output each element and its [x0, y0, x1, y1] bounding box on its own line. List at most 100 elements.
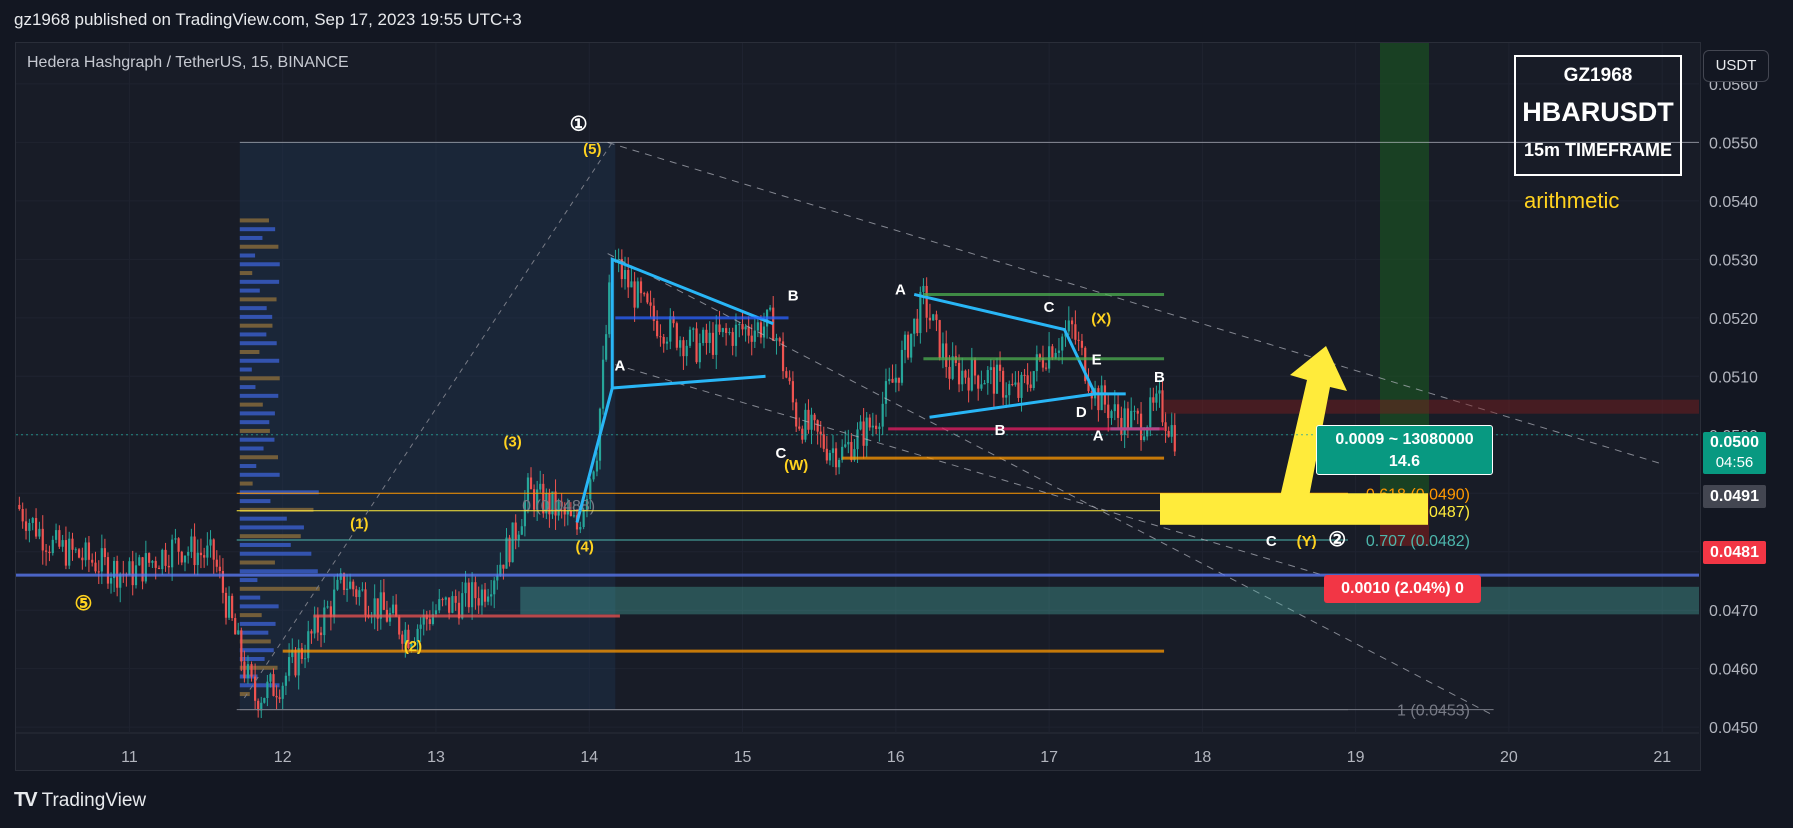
- volume-profile-bar: [239, 656, 265, 661]
- candle-body: [785, 371, 788, 378]
- volume-profile-bar: [239, 464, 257, 469]
- candle-body: [551, 491, 554, 515]
- candle-body: [741, 324, 744, 330]
- wave-label: A: [1093, 428, 1104, 445]
- candle-body: [932, 314, 935, 321]
- candle-body: [838, 459, 841, 468]
- candle-body: [401, 634, 404, 644]
- candle-body: [708, 332, 711, 343]
- candle-body: [284, 675, 287, 686]
- position-info-box[interactable]: 0.0009 ~ 13080000 14.6: [1316, 425, 1493, 475]
- candle-body: [260, 702, 263, 711]
- candle-body: [721, 328, 724, 333]
- candle-body: [316, 615, 319, 633]
- volume-profile-bar: [239, 297, 277, 302]
- candle-body: [986, 370, 989, 383]
- candle-body: [413, 641, 416, 644]
- candle-body: [1173, 425, 1176, 452]
- candle-body: [532, 489, 536, 510]
- candle-body: [894, 377, 897, 383]
- volume-profile-bar: [239, 551, 312, 556]
- symbol-title[interactable]: Hedera Hashgraph / TetherUS, 15, BINANCE: [27, 54, 349, 71]
- candle-body: [928, 317, 932, 321]
- candle-body: [1087, 381, 1090, 392]
- candle-body: [734, 324, 738, 346]
- candle-body: [992, 367, 996, 394]
- candle-body: [187, 551, 190, 556]
- candle-body: [300, 648, 303, 659]
- candle-body: [702, 329, 705, 344]
- wave-line: [929, 392, 1096, 419]
- wave-label: (4): [575, 539, 593, 556]
- candle-body: [948, 366, 951, 379]
- y-tick-label: 0.0510: [1709, 369, 1758, 386]
- candle-body: [903, 334, 907, 350]
- wave-line: [612, 374, 766, 390]
- candle-body: [769, 307, 772, 310]
- candle-body: [1080, 340, 1084, 348]
- candle-body: [781, 341, 785, 372]
- candle-body: [1100, 385, 1103, 411]
- candle-body: [71, 538, 74, 550]
- volume-profile-bar: [239, 586, 320, 591]
- candle-body: [620, 258, 623, 280]
- candle-body: [1061, 336, 1064, 351]
- position-line-2: 14.6: [1388, 453, 1421, 470]
- candle-body: [672, 316, 675, 324]
- candle-body: [938, 320, 941, 359]
- position-line-1: 0.0009 ~ 13080000: [1335, 431, 1474, 448]
- candle-body: [1097, 388, 1100, 411]
- wave-label: (1): [350, 515, 368, 532]
- volume-profile-bar: [239, 341, 277, 346]
- candle-body: [224, 592, 228, 618]
- wave-label: B: [1154, 369, 1165, 386]
- candle-body: [725, 328, 728, 333]
- wave-label: A: [614, 357, 625, 374]
- volume-profile-bar: [239, 393, 279, 398]
- candle-body: [772, 307, 775, 341]
- candle-body: [1139, 413, 1143, 441]
- candle-body: [471, 582, 474, 608]
- candle-body: [881, 403, 884, 427]
- candle-body: [856, 429, 859, 450]
- wave-label: E: [1092, 352, 1102, 369]
- candle-body: [407, 629, 410, 649]
- volume-profile-bar: [239, 323, 273, 328]
- candle-body: [215, 559, 218, 567]
- x-tick-label: 12: [274, 749, 292, 766]
- candle-body: [218, 566, 221, 572]
- candle-body: [419, 624, 422, 629]
- candle-body: [853, 449, 856, 461]
- x-tick-label: 18: [1193, 749, 1211, 766]
- candle-body: [665, 341, 669, 344]
- wave-label: D: [1076, 404, 1087, 421]
- stop-info-box[interactable]: 0.0010 (2.04%) 0: [1324, 575, 1481, 603]
- candle-body: [585, 499, 589, 511]
- volume-profile-bar: [239, 306, 267, 311]
- candle-body: [457, 602, 461, 619]
- candle-body: [1054, 352, 1057, 359]
- candle-body: [1067, 320, 1070, 332]
- candle-body: [1020, 374, 1023, 398]
- candle-body: [715, 324, 718, 355]
- candle-body: [438, 599, 441, 611]
- y-tick-label: 0.0470: [1709, 603, 1758, 620]
- candle-body: [1130, 410, 1133, 429]
- volume-profile-bar: [239, 692, 250, 697]
- candle-body: [303, 658, 307, 660]
- candle-body: [464, 582, 467, 594]
- currency-button[interactable]: USDT: [1703, 50, 1769, 82]
- candle-body: [379, 592, 382, 619]
- candle-body: [193, 536, 196, 566]
- candle-body: [692, 328, 695, 330]
- candle-body: [1164, 422, 1167, 431]
- volume-profile-bar: [239, 560, 275, 565]
- candle-body: [263, 698, 266, 703]
- candle-body: [434, 610, 438, 615]
- candle-body: [199, 552, 203, 556]
- candle-body: [454, 596, 457, 603]
- candle-body: [333, 589, 336, 617]
- candle-body: [865, 417, 868, 446]
- candle-body: [490, 594, 493, 597]
- footer-brand[interactable]: TV TradingView: [14, 789, 146, 812]
